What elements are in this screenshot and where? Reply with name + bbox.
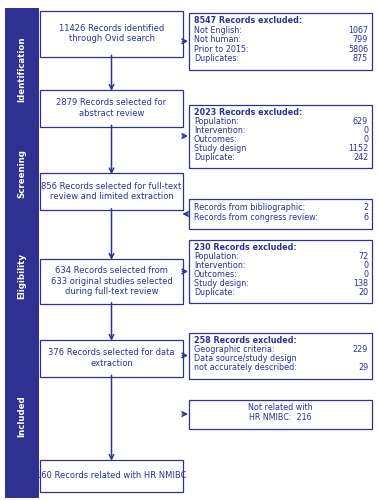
Text: Geographic criteria:: Geographic criteria: [194, 345, 274, 354]
Text: 5806: 5806 [348, 45, 368, 54]
Text: 229: 229 [353, 345, 368, 354]
Text: 0: 0 [363, 126, 368, 135]
FancyBboxPatch shape [40, 340, 183, 376]
Text: Intervention:: Intervention: [194, 126, 245, 135]
Text: HR NMIBC:  216: HR NMIBC: 216 [249, 413, 312, 422]
FancyBboxPatch shape [5, 335, 39, 498]
Text: 856 Records selected for full-text
review and limited extraction: 856 Records selected for full-text revie… [41, 182, 182, 201]
Text: Records from bibliographic:: Records from bibliographic: [194, 204, 305, 212]
Text: Duplicate:: Duplicate: [194, 152, 235, 162]
FancyBboxPatch shape [40, 11, 183, 56]
FancyBboxPatch shape [40, 173, 183, 210]
FancyBboxPatch shape [189, 12, 372, 70]
Text: 1067: 1067 [348, 26, 368, 35]
Text: Records from congress review:: Records from congress review: [194, 213, 318, 222]
Text: 2: 2 [363, 204, 368, 212]
Text: Identification: Identification [17, 36, 26, 102]
Text: Study design:: Study design: [194, 278, 249, 287]
Text: 376 Records selected for data
extraction: 376 Records selected for data extraction [48, 348, 175, 368]
FancyBboxPatch shape [5, 8, 39, 130]
Text: Duplicate:: Duplicate: [194, 288, 235, 296]
Text: 799: 799 [353, 36, 368, 44]
Text: Duplicates:: Duplicates: [194, 54, 239, 64]
FancyBboxPatch shape [40, 460, 183, 492]
FancyBboxPatch shape [189, 400, 372, 428]
Text: 160 Records related with HR NMIBC: 160 Records related with HR NMIBC [36, 471, 187, 480]
Text: not accurately described:: not accurately described: [194, 364, 297, 372]
Text: Study design: Study design [194, 144, 246, 152]
Text: 2879 Records selected for
abstract review: 2879 Records selected for abstract revie… [56, 98, 167, 117]
Text: 29: 29 [358, 364, 368, 372]
FancyBboxPatch shape [40, 258, 183, 304]
FancyBboxPatch shape [40, 90, 183, 126]
Text: 72: 72 [358, 252, 368, 261]
Text: Prior to 2015:: Prior to 2015: [194, 45, 249, 54]
Text: 8547 Records excluded:: 8547 Records excluded: [194, 16, 302, 25]
FancyBboxPatch shape [189, 105, 372, 168]
Text: Population:: Population: [194, 252, 239, 261]
Text: 875: 875 [353, 54, 368, 64]
Text: Screening: Screening [17, 150, 26, 198]
Text: 1152: 1152 [348, 144, 368, 152]
Text: 0: 0 [363, 270, 368, 279]
Text: Outcomes:: Outcomes: [194, 135, 238, 144]
FancyBboxPatch shape [5, 130, 39, 218]
Text: Not related with: Not related with [248, 404, 313, 412]
Text: Data source/study design: Data source/study design [194, 354, 296, 363]
Text: Included: Included [17, 396, 26, 437]
FancyBboxPatch shape [189, 240, 372, 302]
Text: Not human:: Not human: [194, 36, 241, 44]
Text: 0: 0 [363, 135, 368, 144]
Text: Intervention:: Intervention: [194, 261, 245, 270]
Text: 0: 0 [363, 261, 368, 270]
Text: 230 Records excluded:: 230 Records excluded: [194, 244, 296, 252]
FancyBboxPatch shape [5, 218, 39, 335]
Text: 634 Records selected from
633 original studies selected
during full-text review: 634 Records selected from 633 original s… [51, 266, 172, 296]
Text: 11426 Records identified
through Ovid search: 11426 Records identified through Ovid se… [59, 24, 164, 44]
Text: 258 Records excluded:: 258 Records excluded: [194, 336, 297, 345]
Text: 6: 6 [363, 213, 368, 222]
Text: Eligibility: Eligibility [17, 253, 26, 299]
Text: 138: 138 [353, 278, 368, 287]
Text: 242: 242 [353, 152, 368, 162]
Text: Not English:: Not English: [194, 26, 242, 35]
Text: 2023 Records excluded:: 2023 Records excluded: [194, 108, 302, 118]
Text: 20: 20 [358, 288, 368, 296]
FancyBboxPatch shape [189, 332, 372, 378]
Text: 629: 629 [353, 117, 368, 126]
Text: Outcomes:: Outcomes: [194, 270, 238, 279]
FancyBboxPatch shape [189, 200, 372, 228]
Text: Population:: Population: [194, 117, 239, 126]
